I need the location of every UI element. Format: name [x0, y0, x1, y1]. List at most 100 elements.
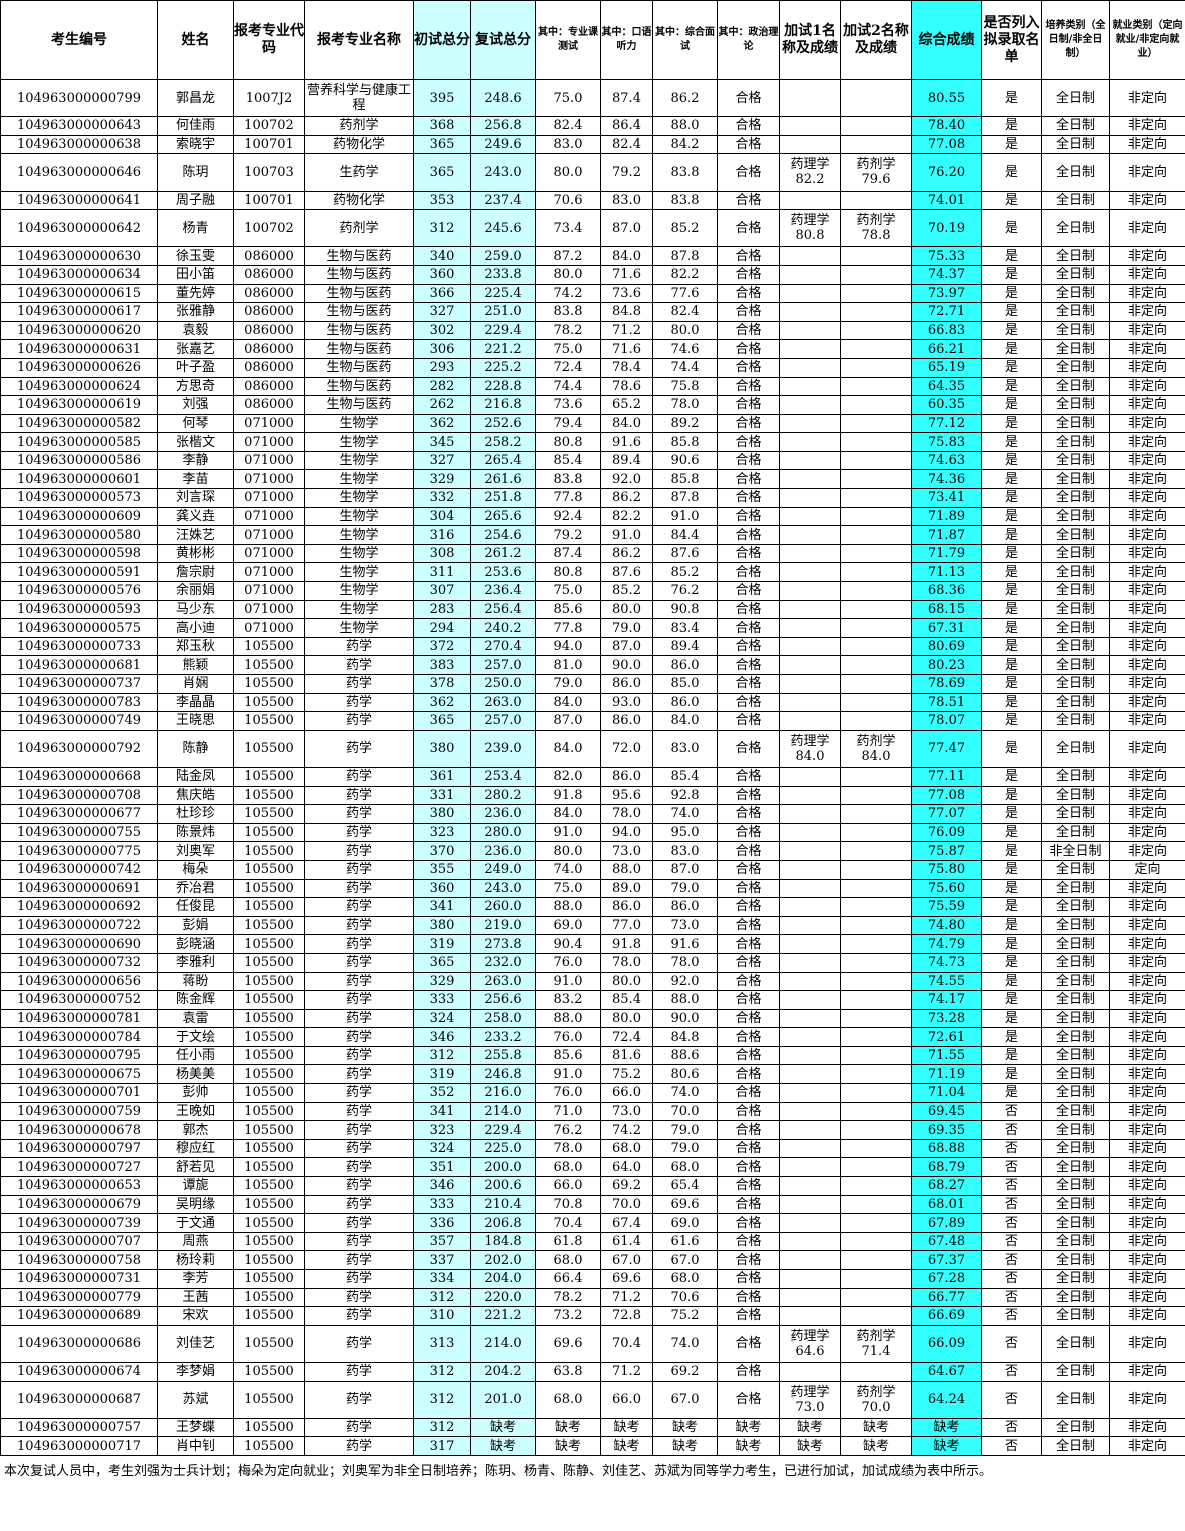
table-cell: 67.0 [652, 1250, 718, 1270]
table-cell: 71.2 [600, 1287, 653, 1308]
table-cell: 71.89 [911, 506, 982, 527]
table-cell: 105500 [233, 822, 305, 843]
table-cell [840, 674, 912, 694]
table-cell: 104963000000727 [0, 1157, 158, 1178]
table-cell: 合格 [717, 692, 780, 713]
table-cell: 缺考 [535, 1436, 601, 1456]
table-cell: 104963000000582 [0, 413, 158, 434]
table-cell: 71.2 [600, 1361, 653, 1382]
table-cell: 全日制 [1041, 562, 1110, 583]
table-cell: 79.4 [535, 413, 601, 434]
table-cell [779, 413, 841, 434]
table-cell [840, 804, 912, 824]
table-cell: 是 [981, 506, 1042, 527]
table-cell: 73.97 [911, 283, 982, 304]
table-cell: 全日制 [1041, 1101, 1110, 1122]
table-cell: 105500 [233, 934, 305, 954]
table-cell: 365 [413, 153, 471, 192]
table-cell [779, 785, 841, 806]
table-cell: 是 [981, 543, 1042, 564]
table-cell [840, 1213, 912, 1233]
table-cell: 071000 [233, 618, 305, 638]
table-cell: 104963000000687 [0, 1380, 158, 1419]
table-cell: 药学 [304, 1380, 414, 1419]
table-cell: 86.0 [600, 897, 653, 917]
table-cell: 319 [413, 1064, 471, 1085]
table-cell: 91.0 [535, 971, 601, 992]
table-cell: 105500 [233, 1269, 305, 1289]
table-cell: 91.8 [600, 934, 653, 954]
table-cell: 105500 [233, 674, 305, 694]
table-cell: 苏斌 [157, 1380, 234, 1419]
table-cell: 105500 [233, 1361, 305, 1382]
table-row: 104963000000779 王茜 105500 药学 312 220.0 78.2 71.… [0, 1287, 1185, 1308]
table-cell: 是 [981, 729, 1042, 768]
table-cell: 是 [981, 395, 1042, 415]
table-cell: 袁雷 [157, 1008, 234, 1029]
table-row: 104963000000615 董先婷 086000 生物与医药 366 225.4 74.… [0, 283, 1185, 304]
table-cell: 83.8 [652, 153, 718, 192]
table-cell [779, 283, 841, 304]
table-cell: 全日制 [1041, 543, 1110, 564]
table-cell: 生物学 [304, 525, 414, 545]
table-cell: 104963000000779 [0, 1287, 158, 1308]
table-cell: 395 [413, 78, 471, 118]
table-cell [779, 1361, 841, 1382]
table-cell: 63.8 [535, 1361, 601, 1382]
table-cell: 非定向 [1109, 1269, 1185, 1289]
table-row: 104963000000580 汪姝艺 071000 生物学 316 254.6 79.2 9… [0, 525, 1185, 545]
table-cell: 332 [413, 488, 471, 508]
table-cell: 87.0 [535, 711, 601, 731]
table-cell: 82.4 [600, 134, 653, 155]
table-cell: 肖娴 [157, 674, 234, 694]
table-row: 104963000000757 王梦蝶 105500 药学 312 缺考 缺考 缺考 缺考 缺考缺… [0, 1417, 1185, 1438]
table-cell [840, 283, 912, 304]
table-cell [779, 1231, 841, 1252]
table-cell: 84.0 [535, 729, 601, 768]
table-cell: 104963000000631 [0, 339, 158, 359]
table-cell: 105500 [233, 971, 305, 992]
table-cell: 是 [981, 934, 1042, 954]
table-cell: 383 [413, 655, 471, 675]
table-cell: 74.2 [535, 283, 601, 304]
table-cell: 66.0 [535, 1176, 601, 1196]
table-cell [779, 655, 841, 675]
table-cell: 合格 [717, 897, 780, 917]
table-cell: 200.0 [470, 1157, 536, 1178]
table-cell: 104963000000678 [0, 1120, 158, 1140]
table-cell: 80.0 [600, 599, 653, 620]
table-cell: 非定向 [1109, 450, 1185, 471]
table-cell: 全日制 [1041, 934, 1110, 954]
table-row: 104963000000586 李静 071000 生物学 327 265.4 85.4 89… [0, 450, 1185, 471]
table-cell: 全日制 [1041, 692, 1110, 713]
table-cell: 药学 [304, 897, 414, 917]
table-cell: 合格 [717, 859, 780, 880]
table-cell: 67.0 [600, 1250, 653, 1270]
table-cell: 312 [413, 1380, 471, 1419]
table-cell: 245.6 [470, 209, 536, 248]
table-cell: 袁毅 [157, 320, 234, 341]
table-cell: 全日制 [1041, 153, 1110, 192]
table-cell: 是 [981, 134, 1042, 155]
table-cell: 刘言琛 [157, 488, 234, 508]
table-cell: 100702 [233, 116, 305, 136]
column-header: 其中：专业课测试 [535, 0, 601, 80]
table-cell: 缺考 [779, 1436, 841, 1456]
table-cell: 是 [981, 599, 1042, 620]
table-cell [779, 1306, 841, 1326]
table-cell: 105500 [233, 655, 305, 675]
table-cell: 69.35 [911, 1120, 982, 1140]
table-cell: 是 [981, 432, 1042, 452]
table-cell: 是 [981, 488, 1042, 508]
table-cell [840, 320, 912, 341]
table-cell: 73.28 [911, 1008, 982, 1029]
table-cell: 216.0 [470, 1083, 536, 1103]
table-cell: 323 [413, 822, 471, 843]
table-cell: 非定向 [1109, 339, 1185, 359]
table-cell: 70.19 [911, 209, 982, 248]
table-cell: 药剂学 70.0 [840, 1380, 912, 1419]
table-cell: 生物学 [304, 488, 414, 508]
table-cell: 83.0 [652, 729, 718, 768]
table-cell: 257.0 [470, 655, 536, 675]
table-cell: 345 [413, 432, 471, 452]
